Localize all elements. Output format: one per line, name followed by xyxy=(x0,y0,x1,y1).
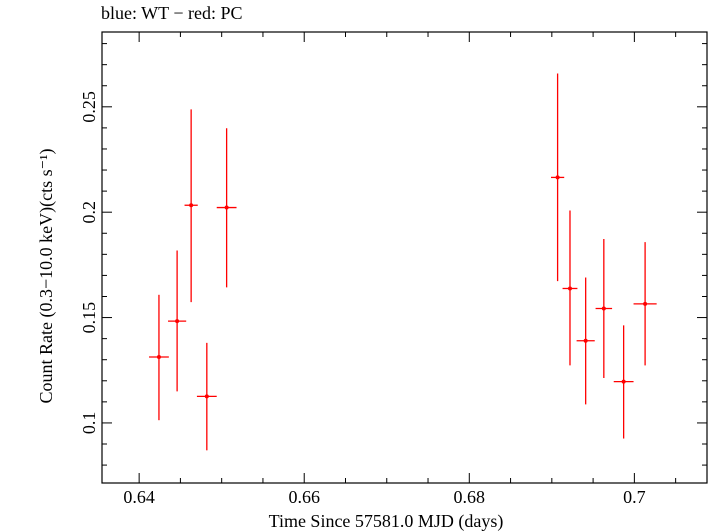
point-marker xyxy=(555,175,560,180)
x-tick-label: 0.68 xyxy=(454,487,486,507)
data-point xyxy=(216,128,237,288)
y-tick-label: 0.25 xyxy=(79,91,99,123)
point-marker xyxy=(175,319,180,324)
point-marker xyxy=(643,301,648,306)
tick-labels: 0.64 0.66 0.68 0.7 0.1 0.15 0.2 0.25 xyxy=(79,91,646,507)
point-marker xyxy=(156,354,161,359)
data-point xyxy=(196,342,217,451)
x-tick-label: 0.64 xyxy=(123,487,155,507)
axis-ticks xyxy=(102,32,707,483)
x-tick-label: 0.7 xyxy=(623,487,646,507)
point-marker xyxy=(567,286,572,291)
data-point xyxy=(576,277,595,405)
data-point xyxy=(184,109,198,303)
plot-frame xyxy=(101,31,708,484)
point-marker xyxy=(583,338,588,343)
x-axis-label: Time Since 57581.0 MJD (days) xyxy=(269,511,504,532)
data-point xyxy=(562,210,578,366)
y-tick-label: 0.15 xyxy=(79,302,99,334)
point-marker xyxy=(601,306,606,311)
data-point xyxy=(168,250,187,392)
data-point xyxy=(613,325,634,439)
data-point xyxy=(149,294,169,421)
point-marker xyxy=(189,203,194,208)
data-point xyxy=(595,238,613,379)
x-tick-label: 0.66 xyxy=(288,487,320,507)
y-axis-label: Count Rate (0.3−10.0 keV)(cts s⁻¹) xyxy=(36,148,57,403)
y-tick-label: 0.2 xyxy=(79,201,99,224)
data-point xyxy=(633,242,657,366)
point-marker xyxy=(621,379,626,384)
data-point xyxy=(551,73,565,282)
point-marker xyxy=(224,205,229,210)
data-points xyxy=(149,73,657,451)
chart-title: blue: WT − red: PC xyxy=(101,3,243,23)
point-marker xyxy=(204,394,209,399)
y-tick-label: 0.1 xyxy=(79,412,99,435)
